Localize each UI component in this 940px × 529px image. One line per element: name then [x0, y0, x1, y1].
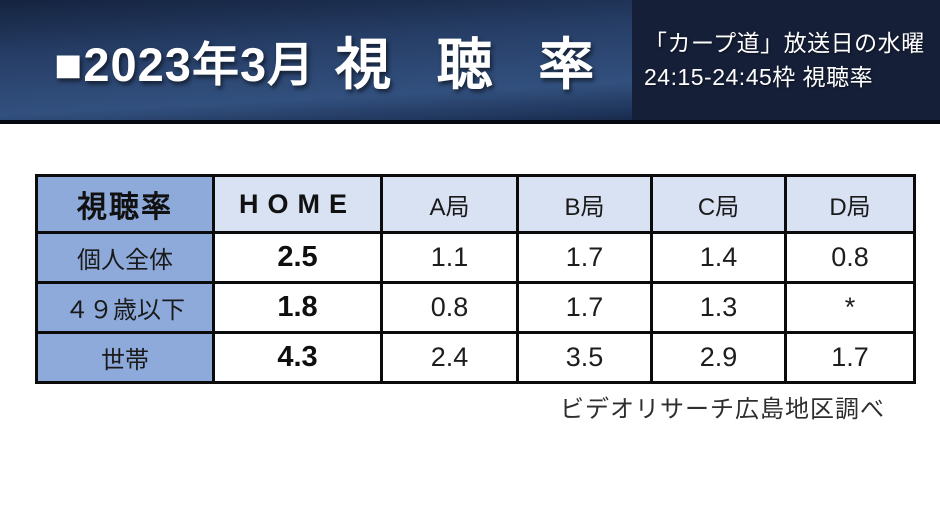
column-header-a: A局 — [380, 174, 519, 234]
broadcast-info-line1: 「カープ道」放送日の水曜 — [644, 30, 925, 56]
data-cell: 1.3 — [650, 281, 787, 334]
data-cell: 1.7 — [784, 331, 916, 384]
header-banner: ■2023年3月 視 聴 率 「カープ道」放送日の水曜 24:15-24:45枠… — [0, 0, 940, 124]
table-header-row: 視聴率 HOME A局 B局 C局 D局 — [35, 174, 916, 234]
table-row: ４９歳以下 1.8 0.8 1.7 1.3 * — [35, 281, 916, 334]
data-cell: 1.8 — [212, 281, 383, 334]
title-main: 視 聴 率 — [335, 32, 610, 96]
page-title: ■2023年3月 視 聴 率 — [0, 0, 632, 120]
source-caption: ビデオリサーチ広島地区調べ — [560, 396, 885, 423]
row-label-under-49: ４９歳以下 — [35, 281, 215, 334]
data-cell: 2.5 — [212, 231, 383, 284]
data-cell: 2.9 — [650, 331, 787, 384]
ratings-table: 視聴率 HOME A局 B局 C局 D局 個人全体 2.5 1.1 1.7 1.… — [35, 174, 916, 384]
data-cell: 4.3 — [212, 331, 383, 384]
column-header-c: C局 — [650, 174, 787, 234]
column-header-d: D局 — [784, 174, 916, 234]
data-cell: 1.7 — [516, 231, 653, 284]
broadcast-info-line2: 24:15-24:45枠 視聴率 — [644, 64, 874, 90]
table-row: 世帯 4.3 2.4 3.5 2.9 1.7 — [35, 331, 916, 384]
title-date: ■2023年3月 — [54, 37, 316, 91]
data-cell: 1.4 — [650, 231, 787, 284]
data-cell: 1.1 — [380, 231, 519, 284]
data-cell: 1.7 — [516, 281, 653, 334]
broadcast-info-box: 「カープ道」放送日の水曜 24:15-24:45枠 視聴率 — [632, 0, 940, 120]
data-cell: 2.4 — [380, 331, 519, 384]
data-cell: 3.5 — [516, 331, 653, 384]
column-header-home: HOME — [212, 174, 383, 234]
data-cell: * — [784, 281, 916, 334]
column-header-b: B局 — [516, 174, 653, 234]
data-cell: 0.8 — [380, 281, 519, 334]
row-label-household: 世帯 — [35, 331, 215, 384]
data-cell: 0.8 — [784, 231, 916, 284]
row-label-individual-all: 個人全体 — [35, 231, 215, 284]
table-corner-header: 視聴率 — [35, 174, 215, 234]
table-row: 個人全体 2.5 1.1 1.7 1.4 0.8 — [35, 231, 916, 284]
